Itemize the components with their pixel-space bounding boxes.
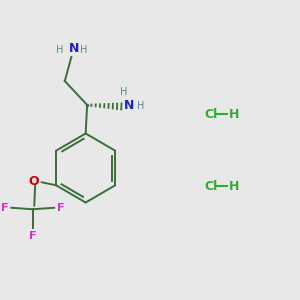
Text: H: H — [229, 107, 239, 121]
Text: H: H — [120, 87, 127, 97]
Text: Cl: Cl — [205, 107, 218, 121]
Text: H: H — [56, 45, 63, 55]
Text: F: F — [2, 203, 9, 213]
Text: Cl: Cl — [205, 179, 218, 193]
Text: N: N — [68, 42, 79, 55]
Text: F: F — [29, 231, 37, 241]
Text: H: H — [80, 45, 88, 55]
Text: H: H — [229, 179, 239, 193]
Text: F: F — [57, 203, 64, 213]
Text: H: H — [137, 101, 144, 111]
Text: N: N — [124, 99, 134, 112]
Text: O: O — [28, 175, 39, 188]
